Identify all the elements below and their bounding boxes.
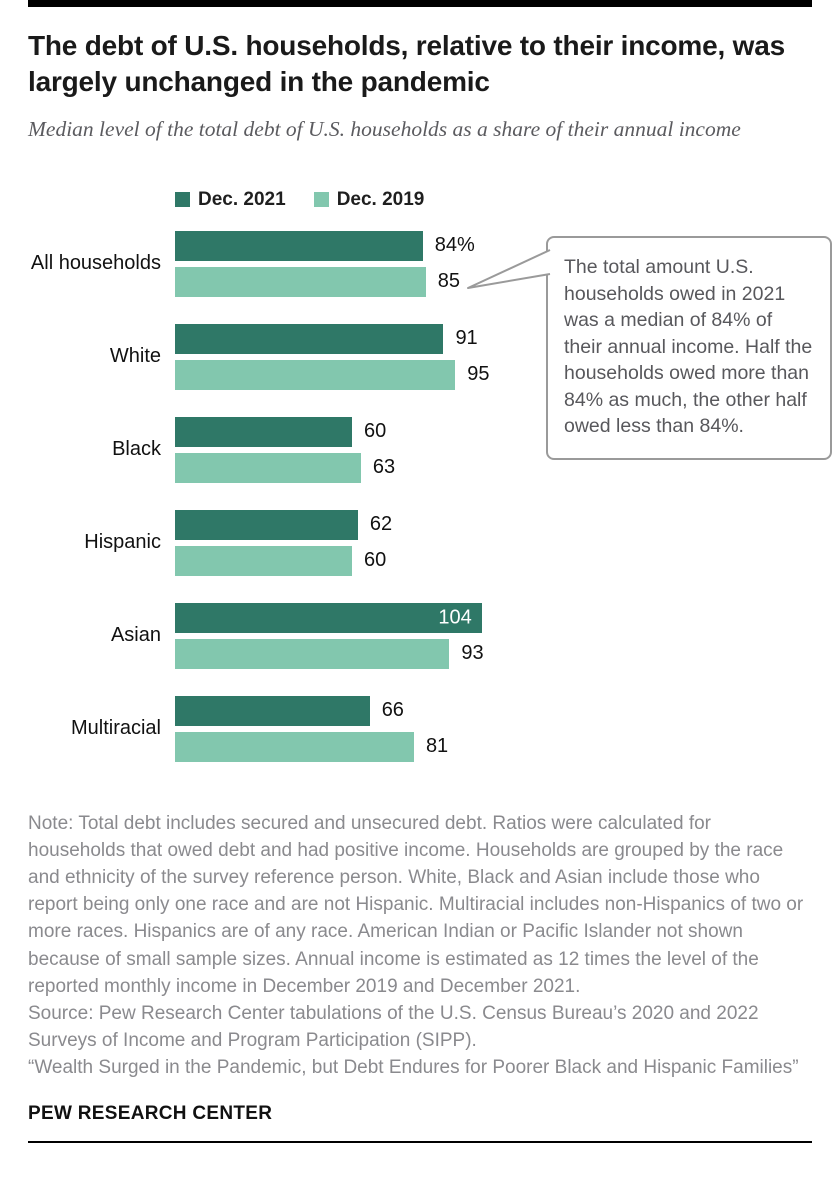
legend-label-dec-2021: Dec. 2021 — [198, 188, 286, 210]
legend-label-dec-2019: Dec. 2019 — [336, 188, 425, 210]
bar-dec-2021 — [175, 509, 358, 540]
legend: Dec. 2021 Dec. 2019 — [175, 189, 812, 211]
bar-value-label: 85 — [437, 270, 460, 293]
bar-dec-2019 — [175, 266, 426, 297]
bar-group: Hispanic 62 60 — [28, 509, 812, 576]
bar-value-label: 62 — [369, 513, 393, 536]
bar-value-label: 63 — [372, 456, 396, 479]
footer: Note: Total debt includes secured and un… — [28, 810, 812, 1144]
bar-pair: 62 60 — [175, 509, 812, 576]
bar-pair: 91 95 — [175, 323, 812, 390]
bar-row: 81 — [175, 731, 812, 762]
bar-dec-2021 — [175, 416, 352, 447]
bar-pair: 66 81 — [175, 695, 812, 762]
category-label: Black — [112, 438, 161, 461]
top-rule — [28, 0, 812, 7]
bar-group: All households 84% 85 — [28, 230, 812, 297]
note-text: Note: Total debt includes secured and un… — [28, 812, 804, 997]
bar-group: Black 60 63 — [28, 416, 812, 483]
category-label: Multiracial — [70, 717, 161, 740]
bar-dec-2019 — [175, 359, 456, 390]
callout: The total amount U.S. households owed in… — [546, 236, 832, 460]
page-subtitle: Median level of the total debt of U.S. h… — [28, 116, 741, 141]
bar-row: 60 — [175, 545, 812, 576]
category-label: Hispanic — [84, 531, 161, 554]
category-label: Asian — [110, 624, 161, 647]
bar-row: 63 — [175, 452, 812, 483]
bar-row: 62 — [175, 509, 812, 540]
bar-dec-2019 — [175, 452, 361, 483]
bar-row: 84% — [175, 230, 812, 261]
bar-dec-2021: 104 — [175, 602, 482, 633]
bar-value-label: 60 — [364, 420, 387, 443]
bar-value-label: 95 — [467, 363, 490, 386]
bar-value-label: 60 — [364, 549, 387, 572]
bar-value-label: 84% — [434, 234, 475, 257]
bar-dec-2021 — [175, 695, 370, 726]
legend-swatch-dec-2021-icon — [175, 192, 190, 208]
bottom-rule — [28, 1141, 812, 1144]
category-label: White — [109, 345, 161, 368]
category-label: All households — [30, 252, 161, 275]
legend-item-dec-2019: Dec. 2019 — [313, 188, 425, 211]
bar-dec-2019 — [175, 545, 352, 576]
report-title: “Wealth Surged in the Pandemic, but Debt… — [28, 1057, 799, 1079]
bar-value-label: 91 — [455, 327, 478, 350]
bar-pair: 104 93 — [175, 602, 812, 669]
bar-row: 93 — [175, 638, 812, 669]
bar-pair: 60 63 — [175, 416, 812, 483]
legend-item-dec-2021: Dec. 2021 — [175, 189, 286, 211]
bar-row: 91 — [175, 323, 812, 354]
bar-dec-2021 — [175, 230, 423, 261]
bar-row: 104 — [175, 602, 812, 633]
page-title: The debt of U.S. households, relative to… — [28, 30, 785, 97]
bar-group: White 91 95 — [28, 323, 812, 390]
bar-value-label: 81 — [425, 735, 449, 758]
brand: PEW RESEARCH CENTER — [28, 1103, 273, 1125]
bar-row: 95 — [175, 359, 812, 390]
bar-chart: All households 84% 85 White 91 95 Black 60 63 His… — [28, 230, 812, 762]
bar-row: 85 — [175, 266, 812, 297]
source-text: Source: Pew Research Center tabulations … — [28, 1002, 759, 1052]
bar-value-label: 93 — [461, 642, 484, 665]
bar-dec-2021 — [175, 323, 444, 354]
callout-text: The total amount U.S. households owed in… — [564, 256, 813, 438]
bar-dec-2019 — [175, 638, 450, 669]
bar-row: 66 — [175, 695, 812, 726]
bar-value-label: 66 — [381, 699, 404, 722]
callout-pointer-icon — [467, 249, 551, 289]
bar-pair: 84% 85 — [175, 230, 812, 297]
bar-group: Multiracial 66 81 — [28, 695, 812, 762]
bar-row: 60 — [175, 416, 812, 447]
bar-dec-2019 — [175, 731, 414, 762]
bar-value-label: 104 — [438, 606, 472, 629]
bar-group: Asian 104 93 — [28, 602, 812, 669]
legend-swatch-dec-2019-icon — [313, 192, 329, 208]
